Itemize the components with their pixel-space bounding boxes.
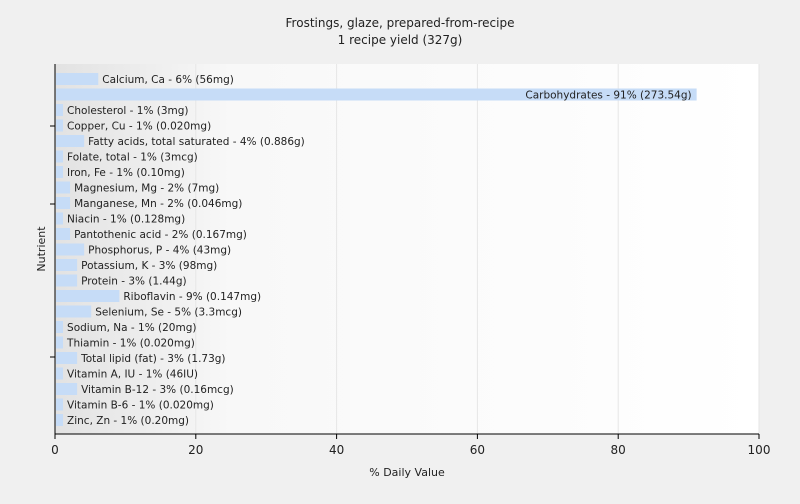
- x-tick-label: 0: [51, 443, 59, 457]
- bar-label: Fatty acids, total saturated - 4% (0.886…: [88, 136, 305, 148]
- bar: [56, 321, 64, 333]
- bar: [56, 150, 64, 163]
- bar-label: Selenium, Se - 5% (3.3mcg): [95, 307, 242, 319]
- bar: [56, 290, 120, 302]
- bar: [56, 119, 64, 132]
- bar: [56, 104, 64, 116]
- bar: [56, 228, 71, 240]
- bar-label: Manganese, Mn - 2% (0.046mg): [74, 198, 242, 210]
- bar: [56, 259, 78, 271]
- bar-label: Zinc, Zn - 1% (0.20mg): [67, 415, 189, 427]
- bar: [56, 398, 64, 411]
- bar: [56, 336, 64, 349]
- x-axis-label: % Daily Value: [369, 466, 445, 479]
- x-axis-ticks: 0 20 40 60 80 100: [50, 125, 771, 457]
- bar: [56, 73, 99, 85]
- bars: [56, 73, 697, 426]
- bar-label: Vitamin A, IU - 1% (46IU): [67, 369, 198, 381]
- y-axis-label: Nutrient: [35, 226, 48, 272]
- bar-label: Magnesium, Mg - 2% (7mg): [74, 183, 219, 195]
- bar-label: Cholesterol - 1% (3mg): [67, 105, 189, 117]
- bar-label: Protein - 3% (1.44g): [81, 276, 187, 288]
- bar: [56, 383, 78, 395]
- bar: [56, 212, 64, 225]
- bar-label: Potassium, K - 3% (98mg): [81, 260, 217, 272]
- x-tick-label: 80: [611, 443, 626, 457]
- bar-label: Thiamin - 1% (0.020mg): [66, 338, 195, 350]
- bar-label: Niacin - 1% (0.128mg): [67, 214, 185, 226]
- bar-label: Carbohydrates - 91% (273.54g): [525, 90, 691, 102]
- x-tick-label: 20: [188, 443, 203, 457]
- bar-label: Sodium, Na - 1% (20mg): [67, 322, 196, 334]
- bar-label: Folate, total - 1% (3mcg): [67, 152, 198, 164]
- bar: [56, 367, 64, 380]
- bar-labels: Calcium, Ca - 6% (56mg) Carbohydrates - 9…: [66, 74, 692, 427]
- bar: [56, 352, 78, 364]
- chart-title: Frostings, glaze, prepared-from-recipe: [286, 16, 515, 30]
- bar-label: Vitamin B-6 - 1% (0.020mg): [67, 400, 214, 412]
- bar-label: Vitamin B-12 - 3% (0.16mcg): [81, 384, 234, 396]
- bar: [56, 414, 64, 426]
- bar-label: Total lipid (fat) - 3% (1.73g): [80, 353, 225, 365]
- bar: [56, 135, 85, 147]
- bar: [56, 166, 64, 178]
- bar: [56, 88, 697, 101]
- bar-label: Calcium, Ca - 6% (56mg): [102, 74, 234, 86]
- bar: [56, 274, 78, 287]
- bar: [56, 181, 71, 194]
- plot-area: [55, 64, 759, 434]
- bar-label: Iron, Fe - 1% (0.10mg): [67, 167, 185, 179]
- bar-label: Copper, Cu - 1% (0.020mg): [67, 121, 211, 133]
- bar-label: Riboflavin - 9% (0.147mg): [123, 291, 261, 303]
- bar: [56, 197, 71, 209]
- bar: [56, 243, 85, 256]
- x-tick-label: 100: [748, 443, 771, 457]
- bar: [56, 305, 92, 318]
- x-tick-label: 60: [470, 443, 485, 457]
- bar-label: Pantothenic acid - 2% (0.167mg): [74, 229, 247, 241]
- chart-subtitle: 1 recipe yield (327g): [338, 33, 463, 47]
- x-tick-label: 40: [329, 443, 344, 457]
- grid-lines: [195, 64, 760, 434]
- bar-label: Phosphorus, P - 4% (43mg): [88, 245, 231, 257]
